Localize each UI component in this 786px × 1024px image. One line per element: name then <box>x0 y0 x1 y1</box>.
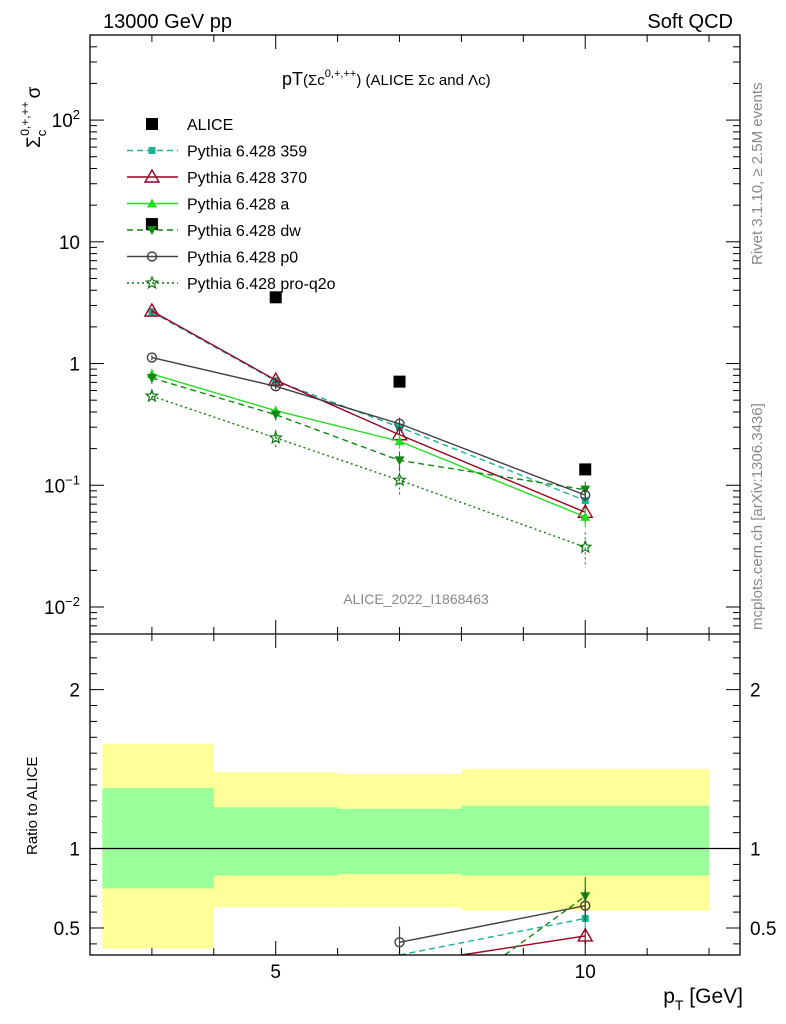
x-tick-label-0: 5 <box>270 962 281 983</box>
legend-marker-5 <box>146 251 158 262</box>
plot-title: pT(Σc0,+,++) (ALICE Σc and Λc) <box>282 68 491 89</box>
ratio-y-tick-label-left-1: 1 <box>69 840 80 861</box>
svg-text:Σc0,+,++σ: Σc0,+,++σ <box>18 86 49 148</box>
ratio-marker-1-1 <box>577 927 594 942</box>
legend-entry-0: ALICE <box>146 117 233 134</box>
ratio-y-axis-label: Ratio to ALICE <box>24 757 41 855</box>
ratio-y-tick-label-left-2: 2 <box>69 681 80 702</box>
ratio-y-tick-label-right-0: 0.5 <box>750 919 776 940</box>
series-marker-0-1 <box>269 291 282 304</box>
legend-label-6: Pythia 6.428 pro-q2o <box>187 276 336 293</box>
series-line-3 <box>151 373 586 518</box>
ratio-band-green-1 <box>213 807 338 876</box>
header-category-label: Soft QCD <box>647 11 733 33</box>
ratio-marker-3-0 <box>394 937 405 948</box>
legend-marker-3 <box>147 198 157 208</box>
ratio-band-green-2 <box>337 808 462 874</box>
legend-marker-4 <box>147 226 157 235</box>
series-marker-6-2 <box>392 472 407 487</box>
series-line-5 <box>151 356 586 496</box>
ratio-line-0 <box>399 917 586 955</box>
series-marker-3-2 <box>394 436 405 446</box>
legend-label-2: Pythia 6.428 370 <box>187 170 307 187</box>
analysis-watermark: ALICE_2022_I1868463 <box>343 591 489 607</box>
ratio-y-tick-label-right-2: 2 <box>750 681 761 702</box>
ratio-marker-3-1 <box>580 900 591 911</box>
series-line-1 <box>151 311 586 502</box>
series-marker-6-3 <box>577 539 593 554</box>
series-marker-3-3 <box>580 511 591 521</box>
legend-entry-1: Pythia 6.428 359 <box>127 144 307 161</box>
x-axis-label: pT [GeV] <box>663 985 743 1013</box>
legend-label-5: Pythia 6.428 p0 <box>187 250 298 267</box>
series-marker-4-2 <box>394 456 405 466</box>
main-series-group <box>143 218 594 568</box>
header-energy-label: 13000 GeV pp <box>103 11 232 33</box>
legend-label-3: Pythia 6.428 a <box>187 197 289 214</box>
legend-entry-6: Pythia 6.428 pro-q2o <box>127 275 336 293</box>
legend: ALICE Pythia 6.428 359 Pythia 6.428 370 Pyt… <box>127 117 336 293</box>
legend-label-0: ALICE <box>187 117 233 134</box>
series-marker-4-0 <box>146 374 157 384</box>
series-marker-5-2 <box>394 418 405 429</box>
x-tick-label-1: 10 <box>575 962 596 983</box>
y-tick-label-2: 1 <box>69 355 80 376</box>
legend-entry-4: Pythia 6.428 dw <box>127 223 301 240</box>
legend-marker-2 <box>143 168 161 183</box>
y-tick-label-4: 102 <box>52 107 80 132</box>
series-marker-5-0 <box>146 352 158 363</box>
legend-entry-5: Pythia 6.428 p0 <box>127 250 298 267</box>
ratio-y-tick-label-left-0: 0.5 <box>54 919 80 940</box>
ratio-series-group <box>394 877 594 955</box>
series-marker-0-3 <box>579 463 592 476</box>
mcplots-reference-label: mcplots.cern.ch [arXiv:1306.3436] <box>749 403 766 630</box>
series-marker-6-1 <box>268 430 283 445</box>
ratio-y-tick-label-right-1: 1 <box>750 840 761 861</box>
legend-label-4: Pythia 6.428 dw <box>187 223 301 240</box>
series-line-6 <box>151 395 586 548</box>
series-marker-5-1 <box>270 381 281 392</box>
series-line-4 <box>151 377 586 491</box>
series-marker-0-2 <box>393 375 406 388</box>
ratio-uncertainty-bands <box>90 743 740 949</box>
legend-entry-2: Pythia 6.428 370 <box>127 168 307 187</box>
y-tick-label-0: 10−2 <box>44 594 80 619</box>
rivet-version-label: Rivet 3.1.10, ≥ 2.5M events <box>749 83 766 266</box>
y-tick-label-3: 10 <box>59 233 80 254</box>
series-marker-6-0 <box>144 388 160 403</box>
ratio-band-green-0 <box>102 788 214 889</box>
series-marker-2-0 <box>143 302 161 317</box>
ratio-line-1 <box>461 935 586 955</box>
series-marker-4-1 <box>270 410 281 420</box>
legend-marker-0 <box>146 118 158 130</box>
legend-marker-1 <box>148 147 156 154</box>
legend-marker-6 <box>144 275 160 290</box>
legend-label-1: Pythia 6.428 359 <box>187 144 307 161</box>
legend-entry-3: Pythia 6.428 a <box>127 197 289 214</box>
ratio-line-2 <box>504 895 586 955</box>
series-marker-5-3 <box>580 489 591 501</box>
y-tick-label-1: 10−1 <box>44 472 80 497</box>
main-y-axis-label: Σc0,+,++σ <box>18 86 49 148</box>
series-line-2 <box>151 310 586 513</box>
ratio-band-green-3 <box>461 805 710 876</box>
axes-group: 10−2 10−1 1 10 102 5 10 0.5 0.5 1 1 2 2 <box>44 34 776 983</box>
plot-frame <box>89 34 741 956</box>
ratio-line-3 <box>399 905 586 943</box>
